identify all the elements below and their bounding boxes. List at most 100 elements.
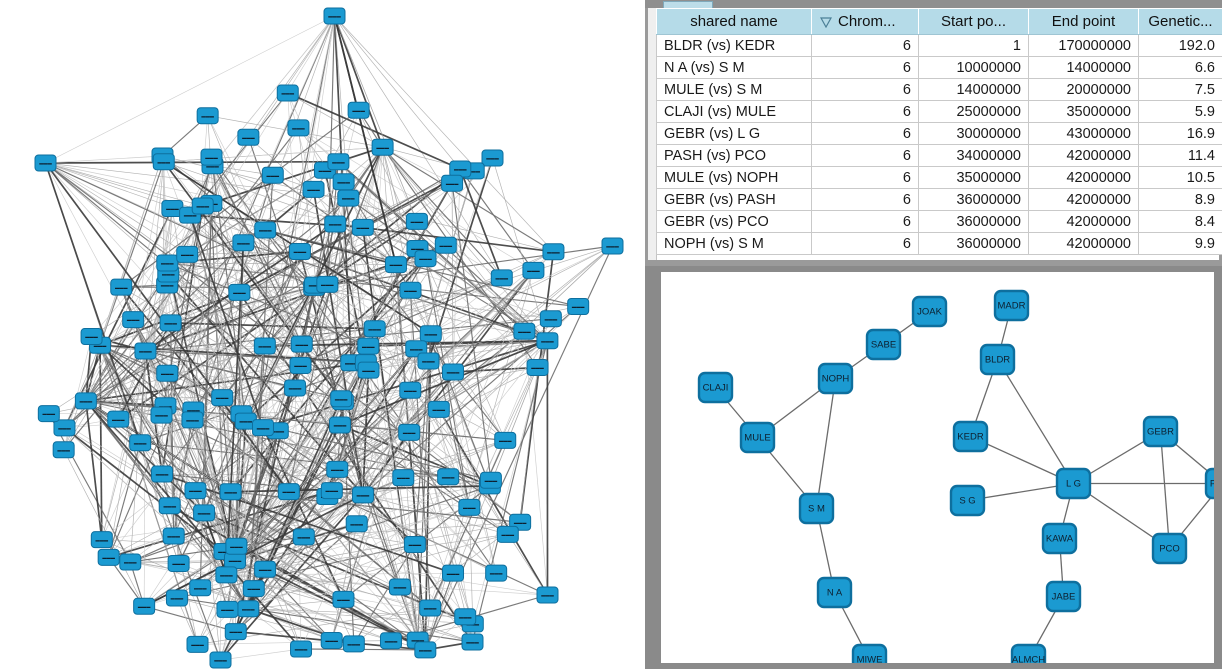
- full-network-node-shape[interactable]: [242, 580, 265, 598]
- table-row[interactable]: N A (vs) S M 6 10000000 14000000 6.6: [656, 56, 1222, 79]
- table-cell-end_point[interactable]: 170000000: [1028, 34, 1139, 57]
- table-row[interactable]: MULE (vs) S M 6 14000000 20000000 7.5: [656, 78, 1222, 101]
- table-cell-chromosome[interactable]: 6: [811, 210, 919, 233]
- subnetwork-node[interactable]: JABE: [1045, 580, 1082, 613]
- table-row[interactable]: GEBR (vs) PCO 6 36000000 42000000 8.4: [656, 210, 1222, 233]
- full-network-node-shape[interactable]: [357, 337, 380, 355]
- subnetwork-node-shape[interactable]: [1204, 467, 1214, 500]
- full-network-node[interactable]: ▬▬▬: [150, 406, 173, 424]
- table-cell-chromosome[interactable]: 6: [811, 78, 919, 101]
- full-network-node[interactable]: ▬▬▬: [151, 465, 174, 483]
- table-cell-chromosome[interactable]: 6: [811, 144, 919, 167]
- table-cell-chromosome[interactable]: 6: [811, 232, 919, 255]
- subnetwork-node-shape[interactable]: [993, 289, 1030, 322]
- full-network-node[interactable]: ▬▬▬: [134, 342, 157, 360]
- full-network-node-shape[interactable]: [442, 564, 465, 582]
- table-cell-start_point[interactable]: 36000000: [918, 210, 1029, 233]
- full-network-node[interactable]: ▬▬▬: [53, 419, 76, 437]
- subnetwork-node-shape[interactable]: [952, 420, 989, 453]
- full-network-node-shape[interactable]: [224, 623, 247, 641]
- full-network-node[interactable]: ▬▬▬: [567, 297, 590, 315]
- subnetwork-node-shape[interactable]: [949, 484, 986, 517]
- full-network-node[interactable]: ▬▬▬: [351, 218, 374, 236]
- table-cell-end_point[interactable]: 14000000: [1028, 56, 1139, 79]
- subnetwork-node[interactable]: KAWA: [1041, 522, 1078, 555]
- full-network-node-shape[interactable]: [133, 597, 156, 615]
- full-network-node-shape[interactable]: [216, 600, 239, 618]
- full-network-node[interactable]: ▬▬▬: [254, 560, 277, 578]
- full-network-node[interactable]: ▬▬▬: [441, 174, 464, 192]
- subnetwork-node[interactable]: CLAJI: [697, 371, 734, 404]
- full-network-node[interactable]: ▬▬▬: [165, 589, 188, 607]
- table-cell-shared_name[interactable]: GEBR (vs) PASH: [656, 188, 812, 211]
- subnetwork-edge[interactable]: [996, 359, 1075, 484]
- full-network-nodes[interactable]: ▬▬▬ ▬▬▬ ▬▬▬ ▬▬▬ ▬▬▬ ▬▬▬ ▬▬▬ ▬▬▬ ▬▬▬ ▬▬▬ ▬▬▬ ▬▬▬ ▬▬▬ ▬…: [34, 7, 624, 669]
- table-cell-chromosome[interactable]: 6: [811, 34, 919, 57]
- full-network-node[interactable]: ▬▬▬: [277, 483, 300, 501]
- full-network-node[interactable]: ▬▬▬: [90, 531, 113, 549]
- column-header-shared-name[interactable]: shared name: [656, 8, 812, 35]
- table-cell-end_point[interactable]: 42000000: [1028, 232, 1139, 255]
- full-network-node[interactable]: ▬▬▬: [261, 166, 284, 184]
- table-cell-genetic[interactable]: 5.9: [1138, 100, 1222, 123]
- full-network-node-shape[interactable]: [74, 392, 97, 410]
- subnetwork-nodes[interactable]: CLAJI MULE NOPH SABE JOAK S M N A MIWE MADR BLDR K…: [697, 289, 1214, 663]
- subnetwork-node[interactable]: MADR: [993, 289, 1030, 322]
- subnetwork-node[interactable]: KEDR: [952, 420, 989, 453]
- subnetwork-node[interactable]: JOAK: [911, 295, 948, 328]
- full-network-node[interactable]: ▬▬▬: [52, 441, 75, 459]
- full-network-node[interactable]: ▬▬▬: [513, 322, 536, 340]
- full-network-node[interactable]: ▬▬▬: [287, 119, 310, 137]
- table-row[interactable]: CLAJI (vs) MULE 6 25000000 35000000 5.9: [656, 100, 1222, 123]
- full-network-node-shape[interactable]: [405, 212, 428, 230]
- table-cell-genetic[interactable]: 8.4: [1138, 210, 1222, 233]
- full-network-node-shape[interactable]: [228, 283, 251, 301]
- table-row[interactable]: BLDR (vs) KEDR 6 1 170000000 192.0: [656, 34, 1222, 57]
- full-network-node-shape[interactable]: [129, 434, 152, 452]
- subnetwork-node[interactable]: PASH: [1204, 467, 1214, 500]
- full-network-node-shape[interactable]: [384, 256, 407, 274]
- full-network-node[interactable]: ▬▬▬: [384, 256, 407, 274]
- full-network-node-shape[interactable]: [292, 528, 315, 546]
- full-network-node[interactable]: ▬▬▬: [162, 527, 185, 545]
- full-network-node-shape[interactable]: [184, 482, 207, 500]
- full-network-node[interactable]: ▬▬▬: [458, 498, 481, 516]
- full-network-node-shape[interactable]: [542, 243, 565, 261]
- full-network-node[interactable]: ▬▬▬: [536, 586, 559, 604]
- full-network-node-shape[interactable]: [289, 356, 312, 374]
- table-cell-genetic[interactable]: 10.5: [1138, 166, 1222, 189]
- full-network-node[interactable]: ▬▬▬: [225, 537, 248, 555]
- full-network-node-shape[interactable]: [481, 149, 504, 167]
- full-network-node-shape[interactable]: [162, 527, 185, 545]
- full-network-node-shape[interactable]: [403, 535, 426, 553]
- subnetwork-node-shape[interactable]: [816, 576, 853, 609]
- full-network-node-shape[interactable]: [567, 297, 590, 315]
- subnetwork-node[interactable]: S G: [949, 484, 986, 517]
- subnetwork-node-shape[interactable]: [798, 492, 835, 525]
- subnetwork-node-shape[interactable]: [817, 362, 854, 395]
- table-cell-start_point[interactable]: 36000000: [918, 188, 1029, 211]
- full-network-node[interactable]: ▬▬▬: [228, 283, 251, 301]
- full-network-node[interactable]: ▬▬▬: [324, 215, 347, 233]
- full-network-node[interactable]: ▬▬▬: [417, 352, 440, 370]
- full-network-node[interactable]: ▬▬▬: [191, 197, 214, 215]
- full-network-node[interactable]: ▬▬▬: [414, 250, 437, 268]
- full-network-node-shape[interactable]: [191, 197, 214, 215]
- column-header-genetic[interactable]: Genetic...: [1138, 8, 1222, 35]
- full-network-node-shape[interactable]: [399, 381, 422, 399]
- table-cell-chromosome[interactable]: 6: [811, 56, 919, 79]
- full-network-node-shape[interactable]: [320, 631, 343, 649]
- subnetwork-node[interactable]: NOPH: [817, 362, 854, 395]
- full-network-node-shape[interactable]: [156, 364, 179, 382]
- full-network-node[interactable]: ▬▬▬: [80, 328, 103, 346]
- full-network-node-shape[interactable]: [485, 564, 508, 582]
- subnetwork-node[interactable]: BLDR: [979, 343, 1016, 376]
- full-network-node[interactable]: ▬▬▬: [119, 553, 142, 571]
- full-network-node-shape[interactable]: [196, 107, 219, 125]
- full-network-node-shape[interactable]: [119, 553, 142, 571]
- full-network-node[interactable]: ▬▬▬: [224, 623, 247, 641]
- subnetwork-node-shape[interactable]: [1142, 415, 1179, 448]
- full-network-node-shape[interactable]: [357, 361, 380, 379]
- full-network-node-shape[interactable]: [388, 578, 411, 596]
- table-row[interactable]: GEBR (vs) L G 6 30000000 43000000 16.9: [656, 122, 1222, 145]
